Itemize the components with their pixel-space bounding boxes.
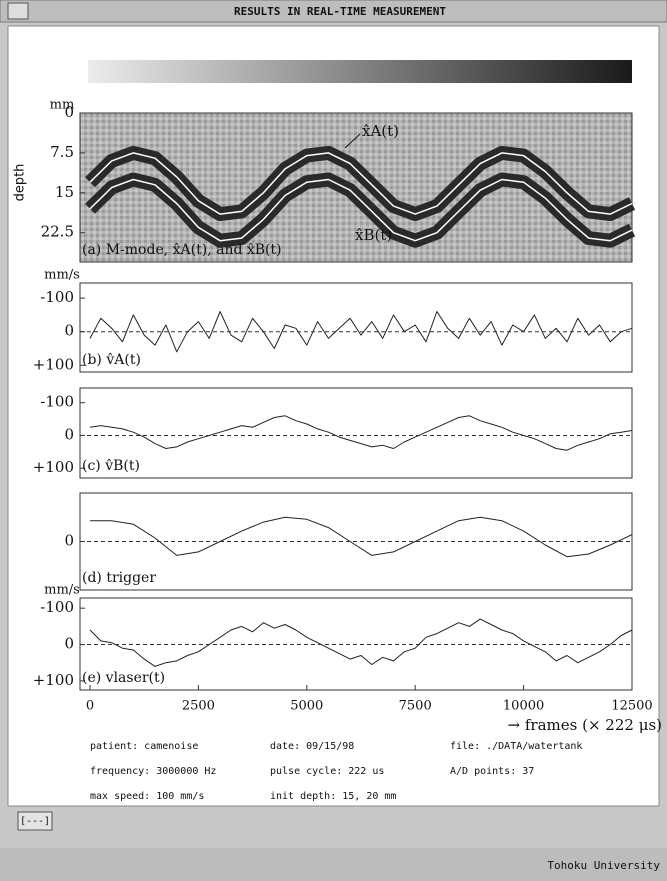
x-tick-label: 10000 xyxy=(503,699,544,714)
y-unit: mm/s xyxy=(44,583,80,598)
trace xyxy=(90,516,633,558)
y-unit: mm xyxy=(50,98,75,113)
y-tick-label: 22.5 xyxy=(41,223,74,241)
info-text: patient: camenoise xyxy=(90,741,198,752)
y-tick-label: 15 xyxy=(55,183,74,201)
x-axis-label: → frames (× 222 μs) xyxy=(508,716,662,734)
info-text: frequency: 3000000 Hz xyxy=(90,766,216,777)
trace xyxy=(89,152,633,215)
y-tick-label: 0 xyxy=(64,322,74,340)
window-menu-button[interactable] xyxy=(7,2,29,20)
y-tick-label: 0 xyxy=(64,532,74,550)
plot-frame xyxy=(79,387,633,479)
y-tick-label: -100 xyxy=(40,288,74,306)
x-tick-label: 5000 xyxy=(290,699,323,714)
annotation: x̂B(t) xyxy=(355,226,392,244)
panel-label: (a) M-mode, x̂A(t), and x̂B(t) xyxy=(82,242,282,258)
trace xyxy=(89,178,633,242)
info-text: file: ./DATA/watertank xyxy=(450,741,582,752)
info-text: pulse cycle: 222 us xyxy=(270,766,384,777)
x-tick-label: 7500 xyxy=(399,699,432,714)
panel-label: (b) v̂A(t) xyxy=(82,352,141,368)
plot-frame xyxy=(79,597,633,691)
y-tick-label: -100 xyxy=(40,598,74,616)
y-tick-label: +100 xyxy=(33,355,74,373)
info-text: date: 09/15/98 xyxy=(270,741,354,752)
info-text: A/D points: 37 xyxy=(450,766,534,777)
x-tick-label: 2500 xyxy=(182,699,215,714)
y-tick-label: 0 xyxy=(64,103,74,121)
panel-label: (e) vlaser(t) xyxy=(82,670,165,686)
y-tick-label: 0 xyxy=(64,425,74,443)
info-text: max speed: 100 mm/s xyxy=(90,791,204,802)
x-tick-label: 0 xyxy=(86,699,94,714)
button-label[interactable]: [---] xyxy=(20,816,50,827)
y-unit: mm/s xyxy=(44,268,80,283)
y-tick-label: +100 xyxy=(33,458,74,476)
y-axis-label: depth xyxy=(13,164,28,202)
annotation: x̂A(t) xyxy=(362,122,399,140)
window-title: RESULTS IN REAL-TIME MEASUREMENT xyxy=(234,5,446,18)
trace xyxy=(89,415,633,451)
y-tick-label: -100 xyxy=(40,393,74,411)
info-text: init depth: 15, 20 mm xyxy=(270,791,396,802)
trace xyxy=(89,618,633,667)
menu-button[interactable] xyxy=(17,811,53,831)
y-tick-label: 7.5 xyxy=(50,143,74,161)
panel-label: (d) trigger xyxy=(82,570,156,586)
panel-label: (c) v̂B(t) xyxy=(82,458,140,474)
status-bar xyxy=(0,848,667,881)
annotation-leader xyxy=(344,133,361,149)
trace xyxy=(89,311,633,353)
y-tick-label: 0 xyxy=(64,635,74,653)
title-bar xyxy=(0,0,667,23)
gray-scale-bar xyxy=(88,60,632,83)
footer-label: Tohoku University xyxy=(547,859,660,872)
x-tick-label: 12500 xyxy=(611,699,652,714)
y-tick-label: +100 xyxy=(33,671,74,689)
